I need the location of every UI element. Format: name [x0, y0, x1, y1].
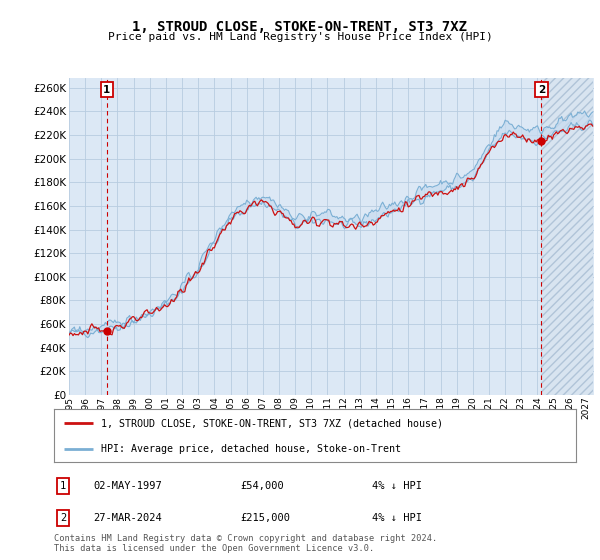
Text: 1: 1 [103, 85, 110, 95]
Text: 4% ↓ HPI: 4% ↓ HPI [372, 481, 422, 491]
Text: 2: 2 [538, 85, 545, 95]
Text: Price paid vs. HM Land Registry's House Price Index (HPI): Price paid vs. HM Land Registry's House … [107, 32, 493, 43]
Text: 27-MAR-2024: 27-MAR-2024 [93, 513, 162, 523]
Text: HPI: Average price, detached house, Stoke-on-Trent: HPI: Average price, detached house, Stok… [101, 444, 401, 454]
Text: 1: 1 [60, 481, 66, 491]
Text: 4% ↓ HPI: 4% ↓ HPI [372, 513, 422, 523]
Text: £215,000: £215,000 [240, 513, 290, 523]
Text: 1, STROUD CLOSE, STOKE-ON-TRENT, ST3 7XZ (detached house): 1, STROUD CLOSE, STOKE-ON-TRENT, ST3 7XZ… [101, 418, 443, 428]
Text: 2: 2 [60, 513, 66, 523]
Text: £54,000: £54,000 [240, 481, 284, 491]
Text: 02-MAY-1997: 02-MAY-1997 [93, 481, 162, 491]
Text: Contains HM Land Registry data © Crown copyright and database right 2024.
This d: Contains HM Land Registry data © Crown c… [54, 534, 437, 553]
Text: 1, STROUD CLOSE, STOKE-ON-TRENT, ST3 7XZ: 1, STROUD CLOSE, STOKE-ON-TRENT, ST3 7XZ [133, 20, 467, 34]
